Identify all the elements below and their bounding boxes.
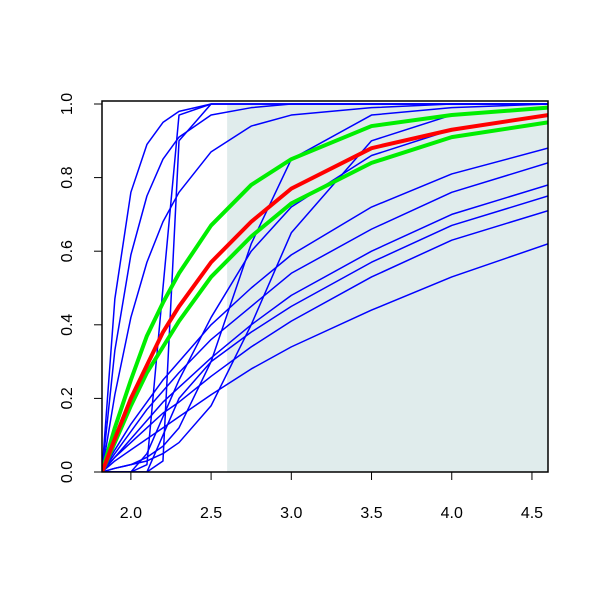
y-tick-label: 1.0: [59, 93, 76, 115]
series-line: [102, 184, 548, 472]
y-tick-label: 0.4: [59, 314, 76, 336]
x-tick-label: 4.5: [521, 505, 543, 522]
series-line: [102, 105, 548, 472]
x-tick-label: 4.0: [441, 505, 463, 522]
series-line: [102, 210, 548, 472]
x-tick-label: 2.0: [120, 505, 142, 522]
plot-frame: [101, 100, 549, 473]
series-line: [102, 113, 548, 472]
series-line: [102, 243, 548, 472]
y-tick-label: 0.2: [59, 387, 76, 409]
series-line: [102, 103, 548, 472]
series-line: [102, 106, 548, 472]
y-tick-label: 0.0: [59, 461, 76, 483]
plot-area: [102, 103, 548, 472]
series-line: [102, 114, 548, 472]
x-tick-label: 3.0: [280, 505, 302, 522]
x-tick-label: 2.5: [200, 505, 222, 522]
series-line: [102, 120, 548, 472]
series-line: [102, 195, 548, 472]
y-tick-label: 0.6: [59, 240, 76, 262]
series-line: [102, 147, 548, 472]
y-tick-label: 0.8: [59, 166, 76, 188]
series-line: [102, 103, 548, 472]
x-tick-label: 3.5: [360, 505, 382, 522]
series-line: [102, 162, 548, 472]
